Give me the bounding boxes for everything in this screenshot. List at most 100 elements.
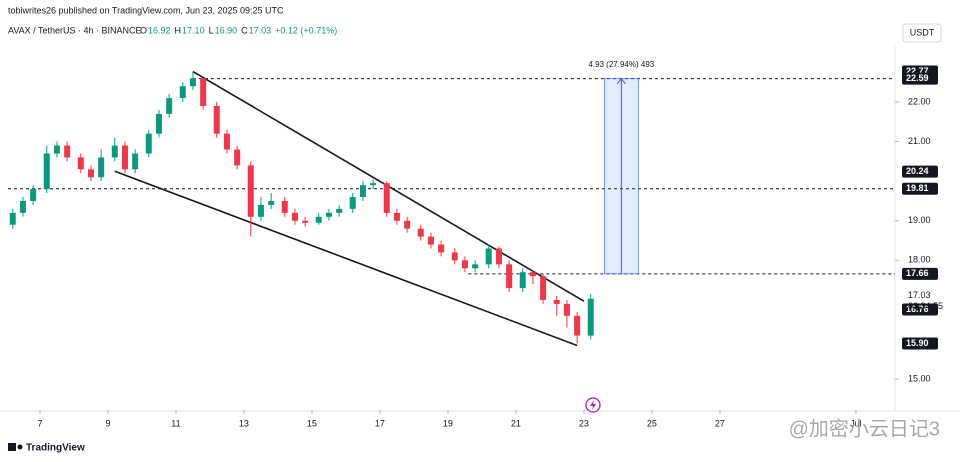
last-price: 17.03 [908,290,931,300]
x-tick-label: 27 [715,418,725,428]
measure-arrow-head [616,77,626,84]
candle-body [587,298,594,336]
candle-body [213,105,220,134]
legend-key: C [241,25,248,35]
price-label-box [902,267,938,280]
candle-body [506,264,513,289]
candle-body [370,183,377,186]
logo [8,443,23,451]
candle-body [64,145,71,158]
price-label: 19.81 [906,183,929,193]
price-label: 17.66 [906,268,929,278]
candle-body [302,220,309,223]
brand: TradingView [26,443,85,454]
price-label: 22.59 [906,73,929,83]
legend-value: 17.10 [182,25,205,35]
price-label: 16.76 [906,304,929,314]
trendline [114,170,578,347]
price-label: 20.24 [906,166,929,176]
candle-body [451,252,458,261]
candle-body [166,98,173,114]
measure-label: 4.93 (27.94%) 493 [588,60,654,69]
candle-body [540,276,547,300]
symbol: AVAX / TetherUS · 4h · BINANCE [8,25,142,35]
candle-body [427,236,434,245]
candle-body [132,153,139,170]
candle-body [121,145,128,170]
legend-key: H [175,25,182,35]
candle-body [438,244,445,253]
countdown: 02:34:55 [908,301,943,311]
candle-body [349,197,356,209]
candle-body [9,212,16,225]
x-tick-label: 9 [105,418,110,428]
price-label-box [902,165,938,178]
x-tick-label: 21 [511,418,521,428]
candle-body [315,216,322,223]
candle-body [30,189,37,201]
x-tick-label: 25 [647,418,657,428]
candle-body [553,299,560,304]
x-tick-label: 19 [443,418,453,428]
candle-body [563,303,570,316]
candle-body [519,272,526,289]
candle-body [257,204,264,217]
legend-value: 17.03 [249,25,272,35]
y-tick-label: 22.00 [908,96,931,106]
candle-body [223,133,230,150]
candle-body [485,248,492,265]
candle-body [111,145,118,158]
candle-body [247,165,254,217]
x-tick-label: 23 [579,418,589,428]
candle-body [155,113,162,134]
x-tick-label: 7 [37,418,42,428]
candle-body [234,149,241,166]
price-label-box [902,303,938,316]
candle-body [200,78,207,106]
price-label-box [902,182,938,195]
candle-body [291,212,298,221]
candle-body [529,272,536,277]
candle-body [495,248,502,265]
legend-change: +0.12 (+0.71%) [275,25,337,35]
candle-body [472,264,479,269]
candle-body [145,133,152,154]
candle-body [268,200,275,205]
event-bolt [590,400,596,410]
x-tick-label: 11 [171,418,180,428]
x-tick-label: 17 [375,418,385,428]
candle-body [417,228,424,237]
currency[interactable]: USDT [910,27,935,37]
price-label: 15.90 [906,338,929,348]
legend-key: O [140,25,147,35]
candle-body [359,185,366,198]
x-tick-label: 13 [239,418,249,428]
candle-body [383,183,390,213]
y-tick-label: 19.00 [908,215,931,225]
publisher: tobiwrites26 published on TradingView.co… [8,5,284,15]
x-tick-label: Jul [850,418,862,428]
candle-body [77,157,84,170]
candle-body [336,208,343,213]
candle-body [325,212,332,217]
price-label-box [902,337,938,350]
price-label: 22.77 [906,66,929,76]
candle-body [461,260,468,269]
candle-body [393,212,400,221]
candle-body [98,157,105,178]
watermark: @加密小云日记3 [789,417,940,440]
candle-body [19,200,26,213]
candle-body [179,86,186,99]
y-tick-label: 15.00 [908,373,931,383]
currency-button[interactable] [902,23,942,43]
x-tick-label: 15 [307,418,317,428]
candle-body [87,169,94,178]
legend-key: L [209,25,214,35]
candle-body [281,200,288,213]
legend-value: 16.90 [215,25,238,35]
candle-body [189,78,196,87]
candle-body [574,315,581,336]
candle-body [404,220,411,229]
